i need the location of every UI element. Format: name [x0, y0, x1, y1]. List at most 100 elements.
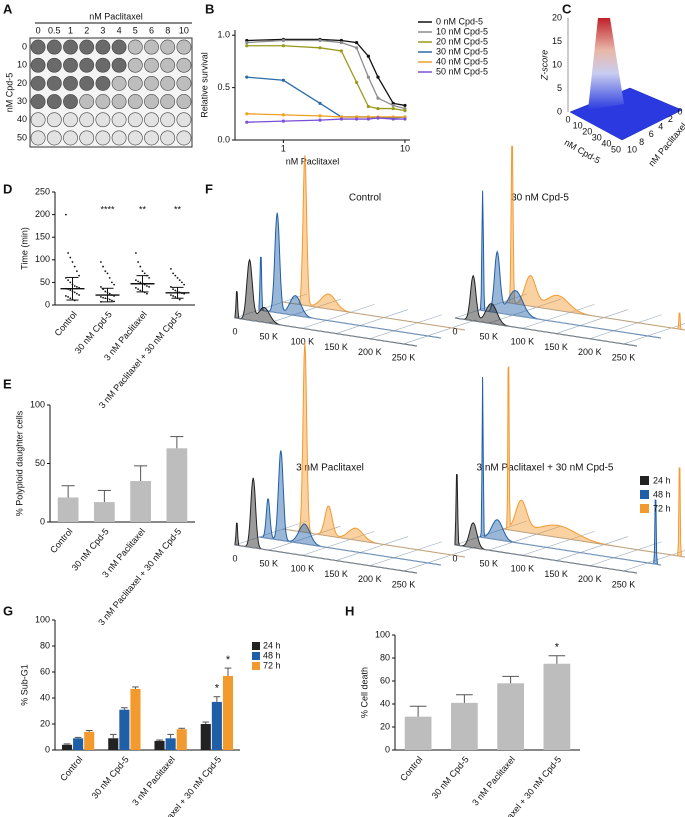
point — [69, 256, 72, 259]
y-tick-label: 100 — [35, 614, 50, 624]
histogram-ridge — [282, 342, 466, 558]
point — [73, 265, 76, 268]
y-axis-title: nM Paclitaxel — [646, 121, 685, 168]
well — [79, 39, 95, 55]
y-tick-label: 0 — [40, 516, 45, 526]
bar — [84, 731, 95, 750]
point — [108, 292, 111, 295]
well — [30, 130, 46, 146]
y-axis-title: % Cell death — [359, 667, 369, 718]
column-label: 4 — [117, 25, 122, 35]
significance: ** — [139, 204, 147, 214]
panel-label: D — [3, 181, 12, 196]
point — [111, 299, 113, 302]
legend-swatch — [252, 652, 260, 660]
point — [391, 117, 395, 121]
bar — [176, 729, 187, 750]
y-tick-label: 6 — [649, 129, 654, 139]
legend-label: 72 h — [653, 503, 671, 513]
point — [281, 44, 285, 48]
floor-grid — [556, 536, 629, 561]
point — [391, 106, 395, 111]
bar — [451, 702, 478, 750]
point — [174, 289, 177, 292]
well — [30, 39, 46, 55]
well — [111, 94, 127, 109]
bar — [211, 701, 222, 750]
y-tick-label: 80 — [380, 652, 390, 662]
x-tick-label: Control — [398, 754, 424, 783]
point — [172, 288, 175, 291]
y-tick-label: 150 — [35, 232, 50, 242]
column-label: 10 — [179, 25, 189, 35]
point — [135, 286, 137, 289]
legend-swatch — [640, 490, 649, 499]
x-tick-label: 250 K — [392, 352, 416, 362]
floor-grid — [589, 314, 662, 340]
y-tick-label: 20 — [380, 721, 390, 731]
row-label: 10 — [17, 60, 27, 70]
row-label: 30 — [17, 96, 27, 106]
point — [137, 280, 140, 283]
well — [46, 94, 62, 109]
well — [30, 57, 46, 73]
y-tick-label: 50 — [40, 277, 50, 287]
x-tick-label: 30 nM Cpd-5 — [90, 754, 131, 800]
significance: ** — [174, 204, 182, 214]
y-tick-label: 50 — [35, 458, 45, 468]
bar — [61, 744, 73, 750]
point — [100, 300, 102, 303]
x-tick-label: 30 — [592, 132, 602, 142]
legend-label: 10 nM Cpd-5 — [436, 26, 488, 36]
y-axis-title: % Sub-G1 — [19, 664, 29, 706]
well — [127, 130, 143, 146]
point — [354, 40, 359, 45]
point — [139, 281, 142, 284]
x-tick-label: 1 — [281, 143, 286, 153]
histogram-ridge — [478, 190, 662, 339]
x-tick-label: 50 K — [479, 332, 498, 342]
x-tick-label: 100 K — [291, 337, 315, 347]
legend-label: 50 nM Cpd-5 — [436, 66, 488, 76]
x-tick-label: 150 K — [324, 569, 348, 579]
point — [73, 285, 76, 287]
series-line — [246, 39, 406, 110]
x-tick-label: Control — [53, 309, 79, 338]
subplot-title: 3 nM Paclitaxel + 30 nM Cpd-5 — [476, 463, 613, 474]
y-tick-label: 0.0 — [217, 134, 230, 144]
point — [245, 120, 249, 124]
panel-label: F — [205, 181, 213, 196]
point — [366, 75, 370, 79]
point — [71, 261, 74, 263]
well — [111, 39, 127, 55]
point — [135, 252, 137, 254]
panel-label: E — [3, 376, 12, 391]
point — [354, 80, 359, 84]
point — [108, 298, 111, 301]
well — [46, 39, 62, 55]
y-tick-label: 20 — [40, 718, 50, 728]
well — [63, 112, 78, 128]
y-tick-label: 2 — [668, 114, 673, 124]
y-tick-label: 40 — [380, 698, 390, 708]
point — [403, 109, 407, 113]
well — [144, 76, 159, 91]
point — [366, 117, 370, 121]
y-axis-title: Time (min) — [19, 227, 29, 270]
significance: * — [555, 642, 560, 654]
legend-swatch — [252, 662, 260, 670]
well — [95, 39, 111, 55]
y-tick-label: 0 — [677, 106, 682, 116]
ridge-baseline — [478, 309, 662, 339]
point — [100, 286, 102, 288]
well — [176, 39, 192, 55]
ridge-baseline — [258, 536, 442, 566]
floor-grid — [488, 298, 561, 324]
bar — [108, 738, 119, 750]
well — [127, 94, 143, 109]
panel-label: H — [345, 603, 354, 618]
ridge-baseline — [502, 301, 685, 331]
x-tick-label: 30 nM Cpd-5 — [70, 526, 111, 572]
panel-label: G — [3, 603, 13, 618]
point — [135, 279, 137, 282]
